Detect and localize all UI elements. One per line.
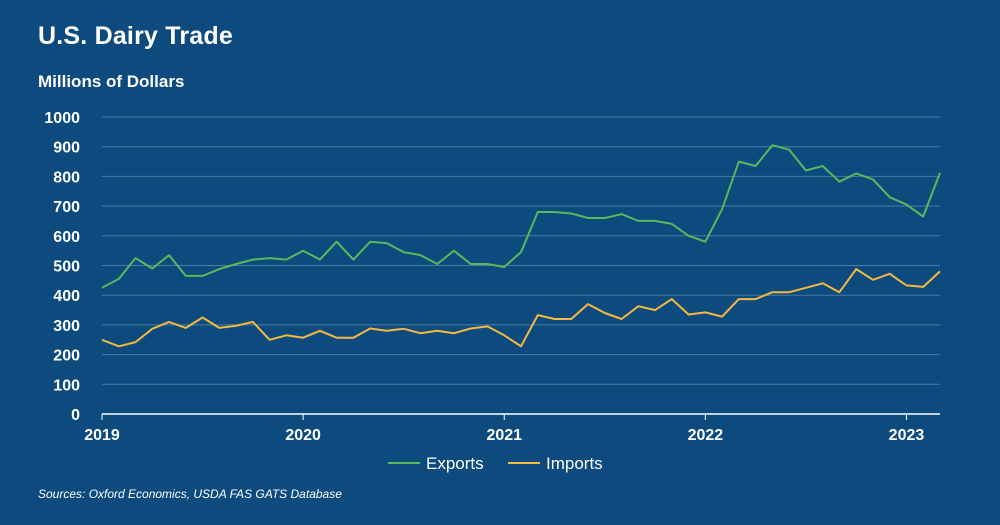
x-tick-label: 2022	[688, 427, 724, 444]
y-tick-label: 100	[53, 377, 80, 394]
x-tick-label: 2020	[285, 427, 321, 444]
y-axis-label: Millions of Dollars	[38, 72, 185, 91]
y-tick-label: 800	[53, 169, 80, 186]
y-tick-label: 1000	[44, 110, 80, 127]
legend-label-exports: Exports	[426, 454, 484, 473]
series-line-exports	[101, 144, 941, 289]
source-note: Sources: Oxford Economics, USDA FAS GATS…	[38, 487, 342, 501]
y-tick-label: 0	[71, 407, 80, 424]
y-tick-label: 400	[53, 288, 80, 305]
series-line-imports	[101, 268, 941, 348]
y-tick-label: 700	[53, 199, 80, 216]
legend: Exports Imports	[388, 454, 603, 473]
chart-title: U.S. Dairy Trade	[38, 22, 233, 50]
y-tick-label: 200	[53, 348, 80, 365]
y-tick-label: 500	[53, 259, 80, 276]
x-tick-label: 2019	[84, 427, 120, 444]
x-tick-labels: 2019 2020 2021 2022 2023	[84, 414, 924, 444]
y-tick-label: 900	[53, 140, 80, 157]
grid-lines	[102, 116, 940, 415]
x-tick-label: 2021	[486, 427, 522, 444]
y-tick-label: 300	[53, 318, 80, 335]
legend-label-imports: Imports	[546, 454, 603, 473]
y-tick-labels: 0 100 200 300 400 500 600 700 800 900 1000	[44, 110, 80, 424]
x-tick-label: 2023	[889, 427, 925, 444]
y-tick-label: 600	[53, 229, 80, 246]
series-lines	[101, 144, 941, 348]
